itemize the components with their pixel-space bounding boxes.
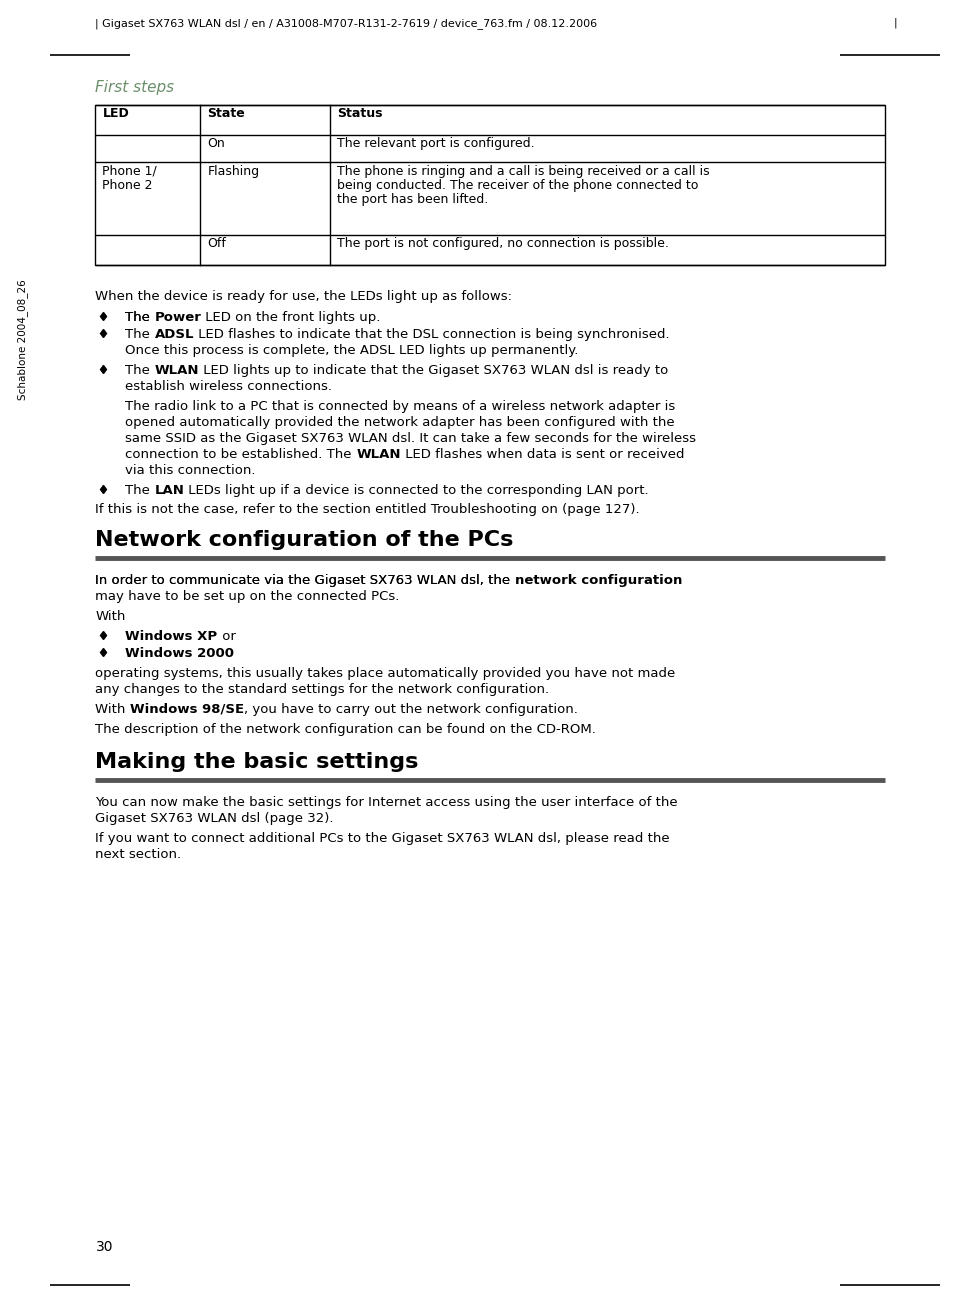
Text: same SSID as the Gigaset SX763 WLAN dsl. It can take a few seconds for the wirel: same SSID as the Gigaset SX763 WLAN dsl.… [126, 433, 696, 444]
Text: With: With [95, 703, 130, 716]
Text: LEDs light up if a device is connected to the corresponding LAN port.: LEDs light up if a device is connected t… [184, 484, 648, 497]
Text: Flashing: Flashing [208, 165, 259, 178]
Text: opened automatically provided the network adapter has been configured with the: opened automatically provided the networ… [126, 416, 675, 429]
Text: connection to be established. The: connection to be established. The [126, 448, 355, 461]
Text: Network configuration of the PCs: Network configuration of the PCs [95, 531, 514, 550]
Text: LAN: LAN [154, 484, 184, 497]
Text: Windows XP: Windows XP [126, 630, 217, 643]
Text: network configuration: network configuration [515, 574, 681, 587]
Text: The: The [126, 328, 154, 341]
Text: Gigaset SX763 WLAN dsl (page 32).: Gigaset SX763 WLAN dsl (page 32). [95, 812, 334, 825]
Text: The description of the network configuration can be found on the CD-ROM.: The description of the network configura… [95, 723, 596, 736]
Text: Making the basic settings: Making the basic settings [95, 752, 418, 772]
Text: LED lights up to indicate that the Gigaset SX763 WLAN dsl is ready to: LED lights up to indicate that the Gigas… [199, 365, 668, 376]
Text: operating systems, this usually takes place automatically provided you have not : operating systems, this usually takes pl… [95, 667, 675, 680]
Text: the port has been lifted.: the port has been lifted. [337, 193, 488, 207]
Text: The: The [126, 311, 154, 324]
Text: WLAN: WLAN [154, 365, 199, 376]
Text: With: With [95, 610, 126, 623]
Text: LED on the front lights up.: LED on the front lights up. [201, 311, 380, 324]
Text: If this is not the case, refer to the section entitled Troubleshooting on (page : If this is not the case, refer to the se… [95, 503, 639, 516]
Text: You can now make the basic settings for Internet access using the user interface: You can now make the basic settings for … [95, 796, 678, 809]
Text: On: On [208, 137, 225, 150]
Text: |: | [893, 18, 896, 29]
Text: The: The [126, 311, 154, 324]
Text: being conducted. The receiver of the phone connected to: being conducted. The receiver of the pho… [337, 179, 699, 192]
Text: may have to be set up on the connected PCs.: may have to be set up on the connected P… [95, 589, 399, 603]
Text: LED flashes to indicate that the DSL connection is being synchronised.: LED flashes to indicate that the DSL con… [193, 328, 669, 341]
Text: Phone 1/: Phone 1/ [102, 165, 157, 178]
Text: If you want to connect additional PCs to the Gigaset SX763 WLAN dsl, please read: If you want to connect additional PCs to… [95, 833, 669, 846]
Text: Once this process is complete, the ADSL LED lights up permanently.: Once this process is complete, the ADSL … [126, 344, 578, 357]
Text: any changes to the standard settings for the network configuration.: any changes to the standard settings for… [95, 684, 549, 697]
Text: LED flashes when data is sent or received: LED flashes when data is sent or receive… [400, 448, 683, 461]
Text: Status: Status [337, 107, 382, 120]
Bar [95, 105, 884, 265]
Text: Schablone 2004_08_26: Schablone 2004_08_26 [17, 280, 28, 400]
Text: LED: LED [102, 107, 129, 120]
Text: via this connection.: via this connection. [126, 464, 255, 477]
Text: WLAN: WLAN [355, 448, 400, 461]
Text: State: State [208, 107, 245, 120]
Text: When the device is ready for use, the LEDs light up as follows:: When the device is ready for use, the LE… [95, 290, 512, 303]
Text: establish wireless connections.: establish wireless connections. [126, 380, 333, 393]
Text: The port is not configured, no connection is possible.: The port is not configured, no connectio… [337, 237, 669, 250]
Text: | Gigaset SX763 WLAN dsl / en / A31008-M707-R131-2-7619 / device_763.fm / 08.12.: | Gigaset SX763 WLAN dsl / en / A31008-M… [95, 18, 597, 29]
Text: ADSL: ADSL [154, 328, 193, 341]
Text: Windows 2000: Windows 2000 [126, 647, 234, 660]
Text: Phone 2: Phone 2 [102, 179, 152, 192]
Text: , you have to carry out the network configuration.: , you have to carry out the network conf… [244, 703, 578, 716]
Text: Windows 98/SE: Windows 98/SE [130, 703, 244, 716]
Text: In order to communicate via the Gigaset SX763 WLAN dsl, the: In order to communicate via the Gigaset … [95, 574, 515, 587]
Text: The radio link to a PC that is connected by means of a wireless network adapter : The radio link to a PC that is connected… [126, 400, 675, 413]
Text: Off: Off [208, 237, 226, 250]
Text: First steps: First steps [95, 80, 174, 95]
Text: 30: 30 [95, 1240, 112, 1253]
Text: next section.: next section. [95, 848, 181, 861]
Text: or: or [217, 630, 235, 643]
Text: Power: Power [154, 311, 201, 324]
Text: The: The [126, 484, 154, 497]
Text: The relevant port is configured.: The relevant port is configured. [337, 137, 535, 150]
Text: In order to communicate via the Gigaset SX763 WLAN dsl, the: In order to communicate via the Gigaset … [95, 574, 515, 587]
Text: The: The [126, 365, 154, 376]
Text: The phone is ringing and a call is being received or a call is: The phone is ringing and a call is being… [337, 165, 709, 178]
